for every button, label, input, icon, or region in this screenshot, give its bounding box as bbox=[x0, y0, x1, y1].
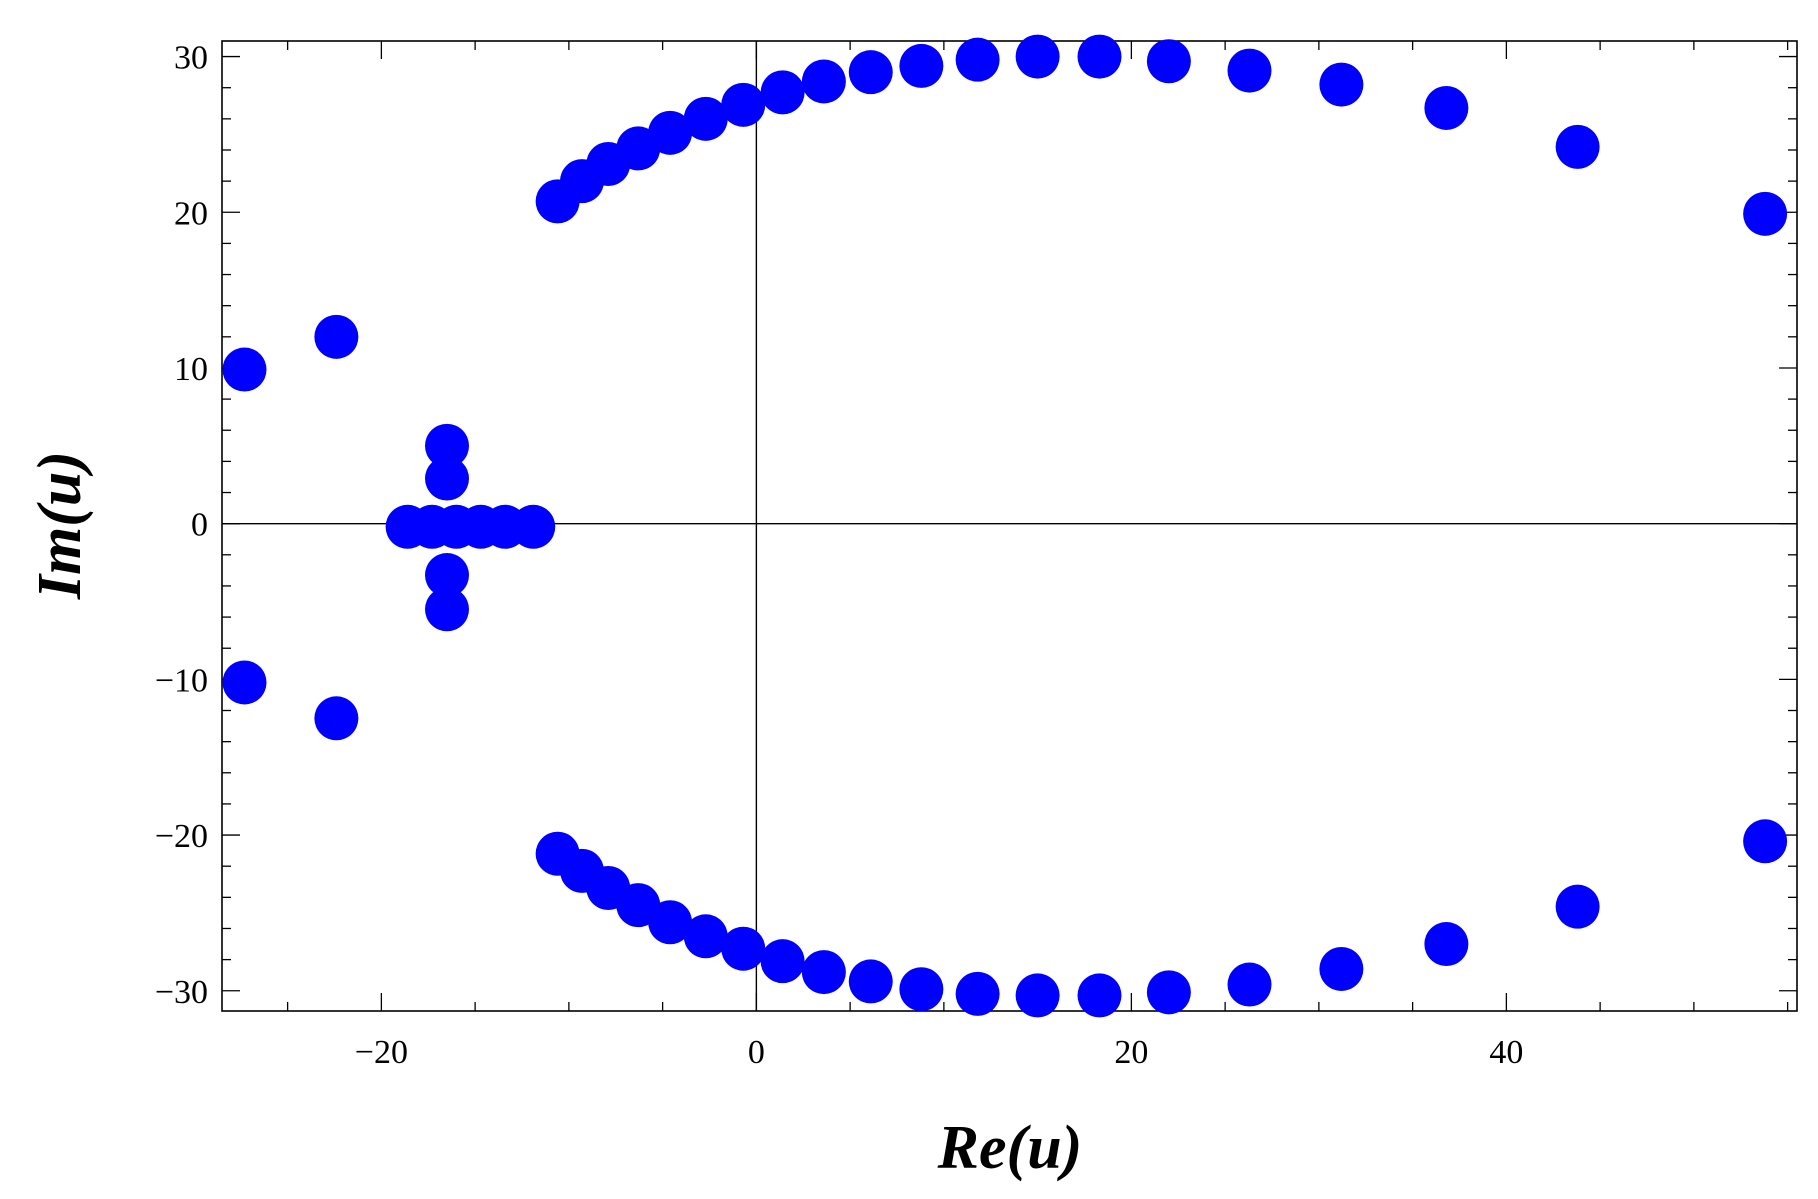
data-point bbox=[222, 347, 267, 392]
data-point bbox=[1227, 962, 1272, 1007]
data-point bbox=[425, 456, 469, 501]
data-point bbox=[1743, 191, 1788, 236]
data-point bbox=[801, 950, 846, 995]
y-tick-label: 20 bbox=[174, 195, 208, 232]
data-point bbox=[1319, 946, 1364, 991]
y-tick-label: 0 bbox=[191, 507, 208, 544]
data-point bbox=[683, 914, 728, 959]
data-point bbox=[314, 314, 359, 359]
y-axis-title: Im(u) bbox=[26, 451, 94, 600]
data-point bbox=[1146, 970, 1191, 1015]
y-tick-label: 30 bbox=[174, 40, 208, 77]
data-point bbox=[222, 660, 267, 705]
x-tick-label: 20 bbox=[1114, 1034, 1148, 1071]
data-points bbox=[222, 34, 1788, 1018]
data-point bbox=[511, 504, 556, 549]
y-tick-label: −30 bbox=[155, 974, 208, 1011]
tick-marks bbox=[222, 41, 1797, 1011]
data-point bbox=[1319, 62, 1364, 107]
data-point bbox=[848, 50, 893, 95]
x-tick-labels: −20 0 20 40 bbox=[355, 1034, 1524, 1071]
data-point bbox=[721, 82, 766, 127]
data-point bbox=[899, 43, 944, 88]
x-tick-label: 40 bbox=[1489, 1034, 1523, 1071]
data-point bbox=[1227, 48, 1272, 93]
data-point bbox=[1424, 85, 1469, 130]
data-point bbox=[955, 971, 1000, 1016]
data-point bbox=[721, 926, 766, 971]
data-point bbox=[1555, 884, 1600, 929]
data-point bbox=[1743, 819, 1788, 864]
data-point bbox=[425, 553, 469, 598]
data-point bbox=[1077, 34, 1122, 79]
plot-frame bbox=[221, 40, 1798, 1012]
data-point bbox=[1146, 39, 1191, 84]
data-point bbox=[648, 110, 693, 155]
data-point bbox=[683, 96, 728, 141]
y-tick-label: −20 bbox=[155, 818, 208, 855]
data-point bbox=[1015, 34, 1060, 79]
data-point bbox=[648, 900, 693, 945]
data-point bbox=[801, 59, 846, 104]
data-point bbox=[425, 587, 469, 632]
data-point bbox=[1555, 124, 1600, 169]
x-tick-label: 0 bbox=[748, 1034, 765, 1071]
y-tick-label: 10 bbox=[174, 351, 208, 388]
data-point bbox=[1015, 973, 1060, 1018]
x-tick-label: −20 bbox=[355, 1034, 408, 1071]
data-point bbox=[1424, 922, 1469, 967]
y-tick-labels: −30 −20 −10 0 10 20 30 bbox=[155, 40, 208, 1011]
data-point bbox=[314, 696, 359, 741]
y-tick-label: −10 bbox=[155, 662, 208, 699]
data-point bbox=[955, 37, 1000, 82]
data-point bbox=[899, 967, 944, 1012]
data-point bbox=[848, 959, 893, 1004]
data-point bbox=[425, 423, 469, 468]
data-point bbox=[760, 70, 805, 115]
data-point bbox=[760, 939, 805, 984]
x-axis-title: Re(u) bbox=[937, 1114, 1083, 1182]
data-point bbox=[1077, 973, 1122, 1018]
